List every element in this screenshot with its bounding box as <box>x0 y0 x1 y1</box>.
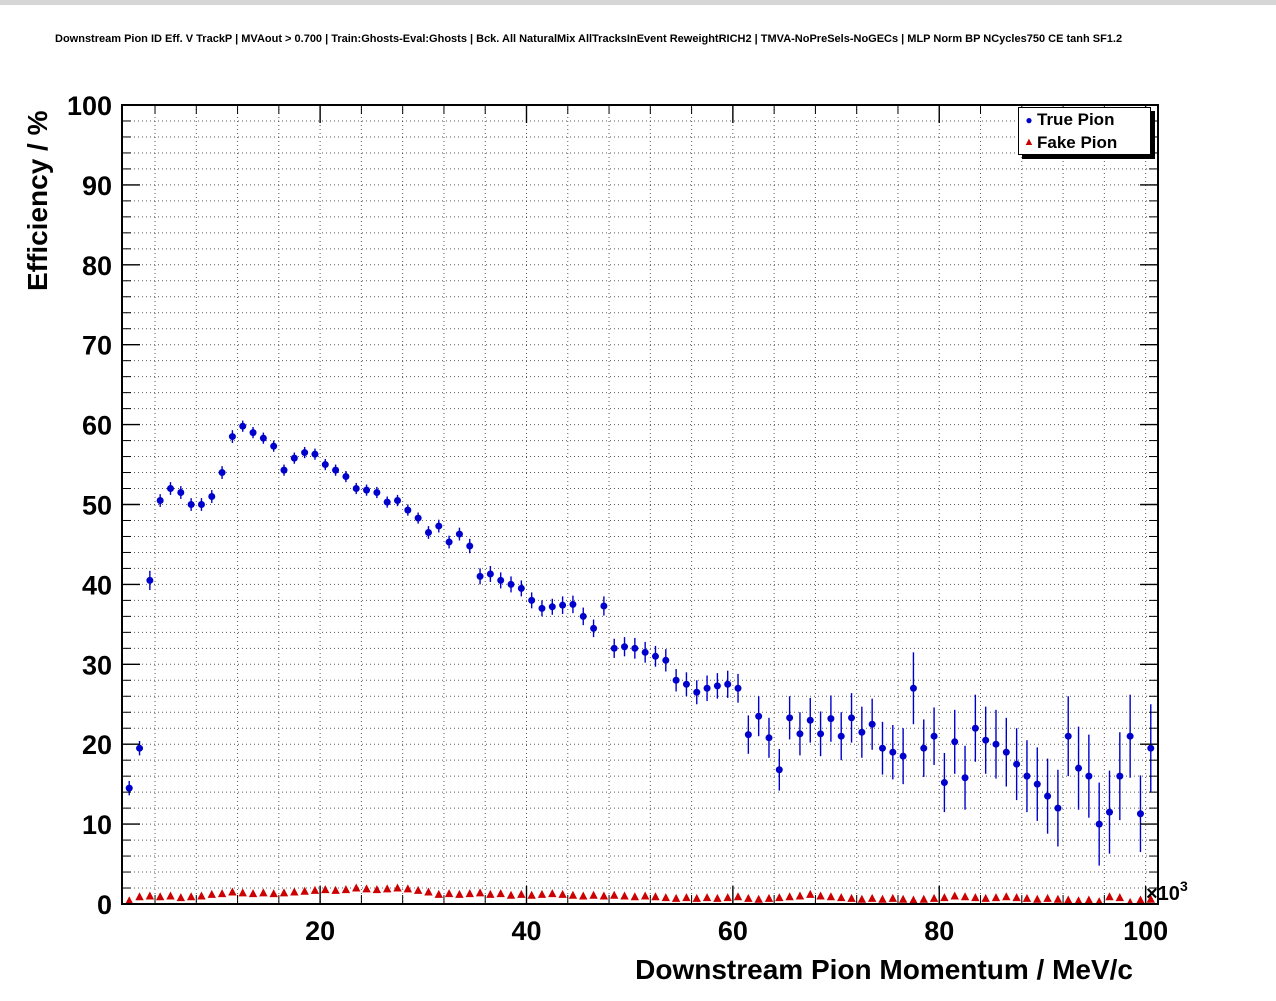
plot-title: Downstream Pion ID Eff. V TrackP | MVAou… <box>55 33 1123 45</box>
axis-ticks: 0 10 20 30 40 50 60 70 80 90 100 20 40 60 80 100 <box>67 91 1168 946</box>
x-tick-label: 60 <box>718 916 748 946</box>
legend-label: True Pion <box>1037 109 1115 129</box>
y-tick-label: 100 <box>67 91 112 121</box>
fake-pion-marker-icon: ▲ <box>1023 136 1035 148</box>
x-tick-label: 80 <box>924 916 954 946</box>
data-series <box>125 420 1155 904</box>
y-tick-label: 40 <box>82 570 112 600</box>
x-axis-title: Downstream Pion Momentum / MeV/c <box>635 954 1133 985</box>
series-fake-pion <box>125 883 1155 904</box>
y-tick-label: 90 <box>82 171 112 201</box>
legend: ● True Pion ▲ Fake Pion <box>1018 107 1151 155</box>
legend-item-fake-pion[interactable]: ▲ Fake Pion <box>1019 131 1150 154</box>
y-tick-label: 20 <box>82 730 112 760</box>
y-tick-label: 0 <box>97 890 112 920</box>
true-pion-marker-icon: ● <box>1025 112 1033 127</box>
gridlines <box>122 105 1158 904</box>
efficiency-chart: 0 10 20 30 40 50 60 70 80 90 100 20 40 60 80 100 Effici… <box>22 91 1188 985</box>
x-tick-label: 40 <box>511 916 541 946</box>
legend-label: Fake Pion <box>1037 132 1118 152</box>
y-tick-label: 80 <box>82 251 112 281</box>
x-tick-label: 100 <box>1123 916 1168 946</box>
y-axis-title: Efficiency / % <box>22 110 53 291</box>
series-true-pion <box>125 420 1155 866</box>
y-tick-label: 10 <box>82 810 112 840</box>
y-tick-label: 70 <box>82 331 112 361</box>
y-tick-label: 50 <box>82 491 112 521</box>
y-tick-label: 30 <box>82 650 112 680</box>
x-scale-label: ×103 <box>1146 878 1188 905</box>
x-tick-label: 20 <box>305 916 335 946</box>
y-tick-label: 60 <box>82 411 112 441</box>
legend-item-true-pion[interactable]: ● True Pion <box>1019 108 1150 131</box>
